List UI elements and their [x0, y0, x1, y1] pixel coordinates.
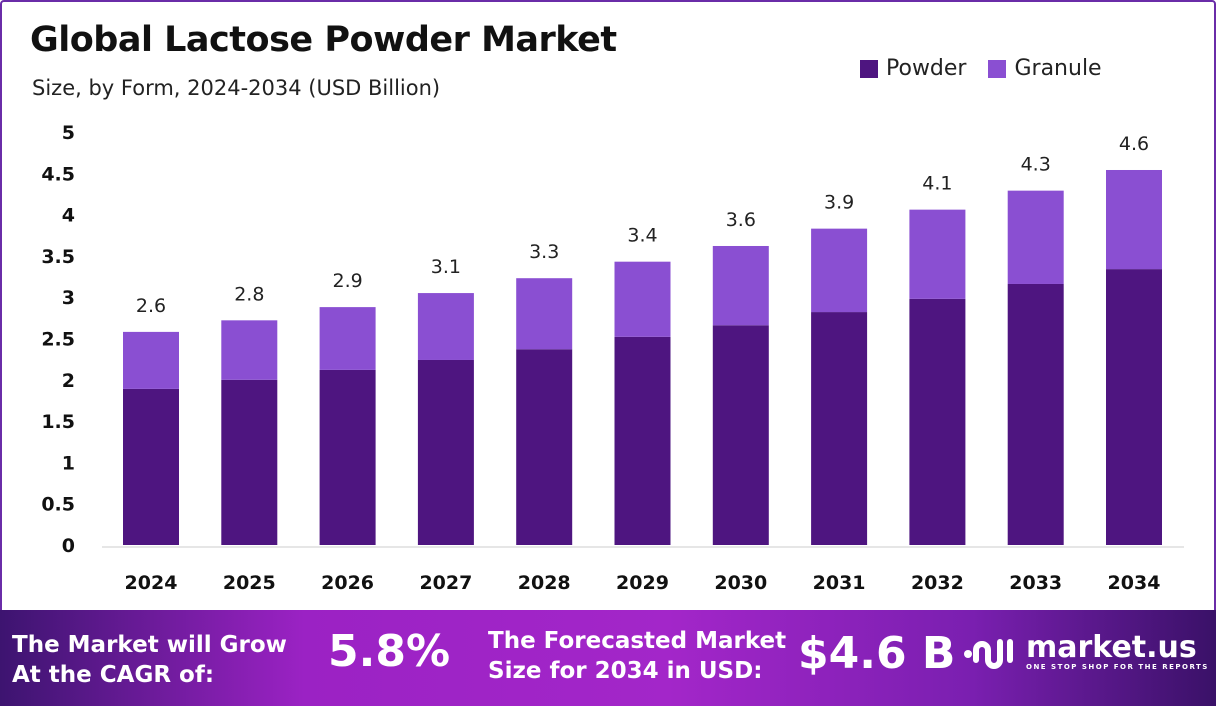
total-label: 4.6: [1119, 133, 1149, 155]
x-tick-label: 2024: [125, 572, 178, 594]
bar-powder: [221, 379, 278, 545]
market-us-logo: market.us ONE STOP SHOP FOR THE REPORTS: [962, 632, 1209, 672]
total-label: 4.1: [922, 173, 952, 195]
bar-granule: [712, 245, 769, 326]
y-tick-label: 3: [62, 287, 75, 309]
y-tick-label: 0.5: [41, 494, 75, 516]
legend-item-granule: Granule: [988, 56, 1102, 81]
x-tick-label: 2031: [813, 572, 866, 594]
bar-granule: [614, 261, 671, 337]
bar-powder: [417, 359, 474, 545]
logo-icon: [964, 639, 1013, 669]
y-tick-label: 4: [62, 205, 75, 227]
legend-label: Powder: [886, 56, 967, 81]
bar-granule: [1007, 190, 1064, 284]
bar-powder: [319, 369, 376, 545]
total-label: 2.9: [332, 270, 362, 292]
legend-item-powder: Powder: [860, 56, 966, 81]
y-tick-label: 3.5: [41, 246, 75, 268]
cagr-value: 5.8%: [328, 626, 451, 677]
bar-powder: [516, 349, 573, 545]
x-tick-label: 2027: [419, 572, 472, 594]
logo-tagline: ONE STOP SHOP FOR THE REPORTS: [1026, 663, 1209, 671]
bar-powder: [614, 336, 671, 545]
bar-granule: [417, 293, 474, 360]
bar-granule: [909, 209, 966, 299]
y-tick-label: 5: [62, 122, 75, 144]
x-tick-label: 2029: [616, 572, 669, 594]
y-tick-label: 1: [62, 452, 75, 474]
y-tick-label: 0: [62, 535, 75, 557]
x-tick-label: 2032: [911, 572, 964, 594]
forecast-label-line: The Forecasted Market: [488, 628, 787, 654]
y-tick-label: 4.5: [41, 163, 75, 185]
summary-banner: The Market will Grow At the CAGR of: 5.8%…: [0, 610, 1216, 706]
total-label: 3.6: [726, 209, 756, 231]
bar-granule: [319, 307, 376, 370]
bar-granule: [123, 331, 179, 389]
bar-powder: [712, 325, 769, 545]
x-tick-label: 2026: [321, 572, 374, 594]
total-label: 3.4: [627, 225, 657, 247]
chart-subtitle: Size, by Form, 2024-2034 (USD Billion): [32, 76, 441, 100]
x-tick-label: 2033: [1009, 572, 1062, 594]
logo-text: market.us: [1026, 630, 1197, 665]
total-label: 2.8: [234, 283, 264, 305]
forecast-label: The Forecasted Market Size for 2034 in US…: [488, 626, 786, 686]
legend-label: Granule: [1014, 56, 1102, 81]
cagr-label-line: The Market will Grow: [12, 632, 287, 658]
y-tick-label: 1.5: [41, 411, 75, 433]
cagr-label-line: At the CAGR of:: [12, 662, 215, 688]
total-label: 3.3: [529, 241, 559, 263]
legend: Powder Granule: [860, 56, 1102, 81]
bar-granule: [516, 278, 573, 350]
y-tick-label: 2: [62, 370, 75, 392]
forecast-value: $4.6 B: [798, 628, 956, 679]
bar-granule: [221, 320, 278, 380]
legend-swatch-powder: [860, 59, 878, 78]
x-tick-label: 2028: [518, 572, 571, 594]
cagr-label: The Market will Grow At the CAGR of:: [12, 630, 287, 690]
bar-powder: [1106, 269, 1162, 545]
bar-powder: [811, 312, 868, 545]
bar-powder: [1007, 283, 1064, 545]
bar-powder: [909, 298, 966, 545]
bar-chart: 0 0.5 1 1.5 2 2.5 3 3.5 4 4.5 5 2.6 2024 2.8 2025 2.9 20…: [41, 122, 1184, 594]
x-tick-label: 2025: [223, 572, 276, 594]
y-tick-label: 2.5: [41, 329, 75, 351]
forecast-label-line: Size for 2034 in USD:: [488, 658, 763, 684]
chart-title: Global Lactose Powder Market: [30, 20, 617, 60]
bar-granule: [1106, 169, 1162, 270]
total-label: 4.3: [1021, 154, 1051, 176]
x-tick-label: 2034: [1108, 572, 1161, 594]
total-label: 3.9: [824, 192, 854, 214]
total-label: 3.1: [431, 256, 461, 278]
bar-granule: [811, 228, 868, 313]
total-label: 2.6: [136, 295, 166, 317]
x-tick-label: 2030: [714, 572, 767, 594]
legend-swatch-granule: [988, 59, 1007, 78]
bar-powder: [123, 388, 179, 545]
